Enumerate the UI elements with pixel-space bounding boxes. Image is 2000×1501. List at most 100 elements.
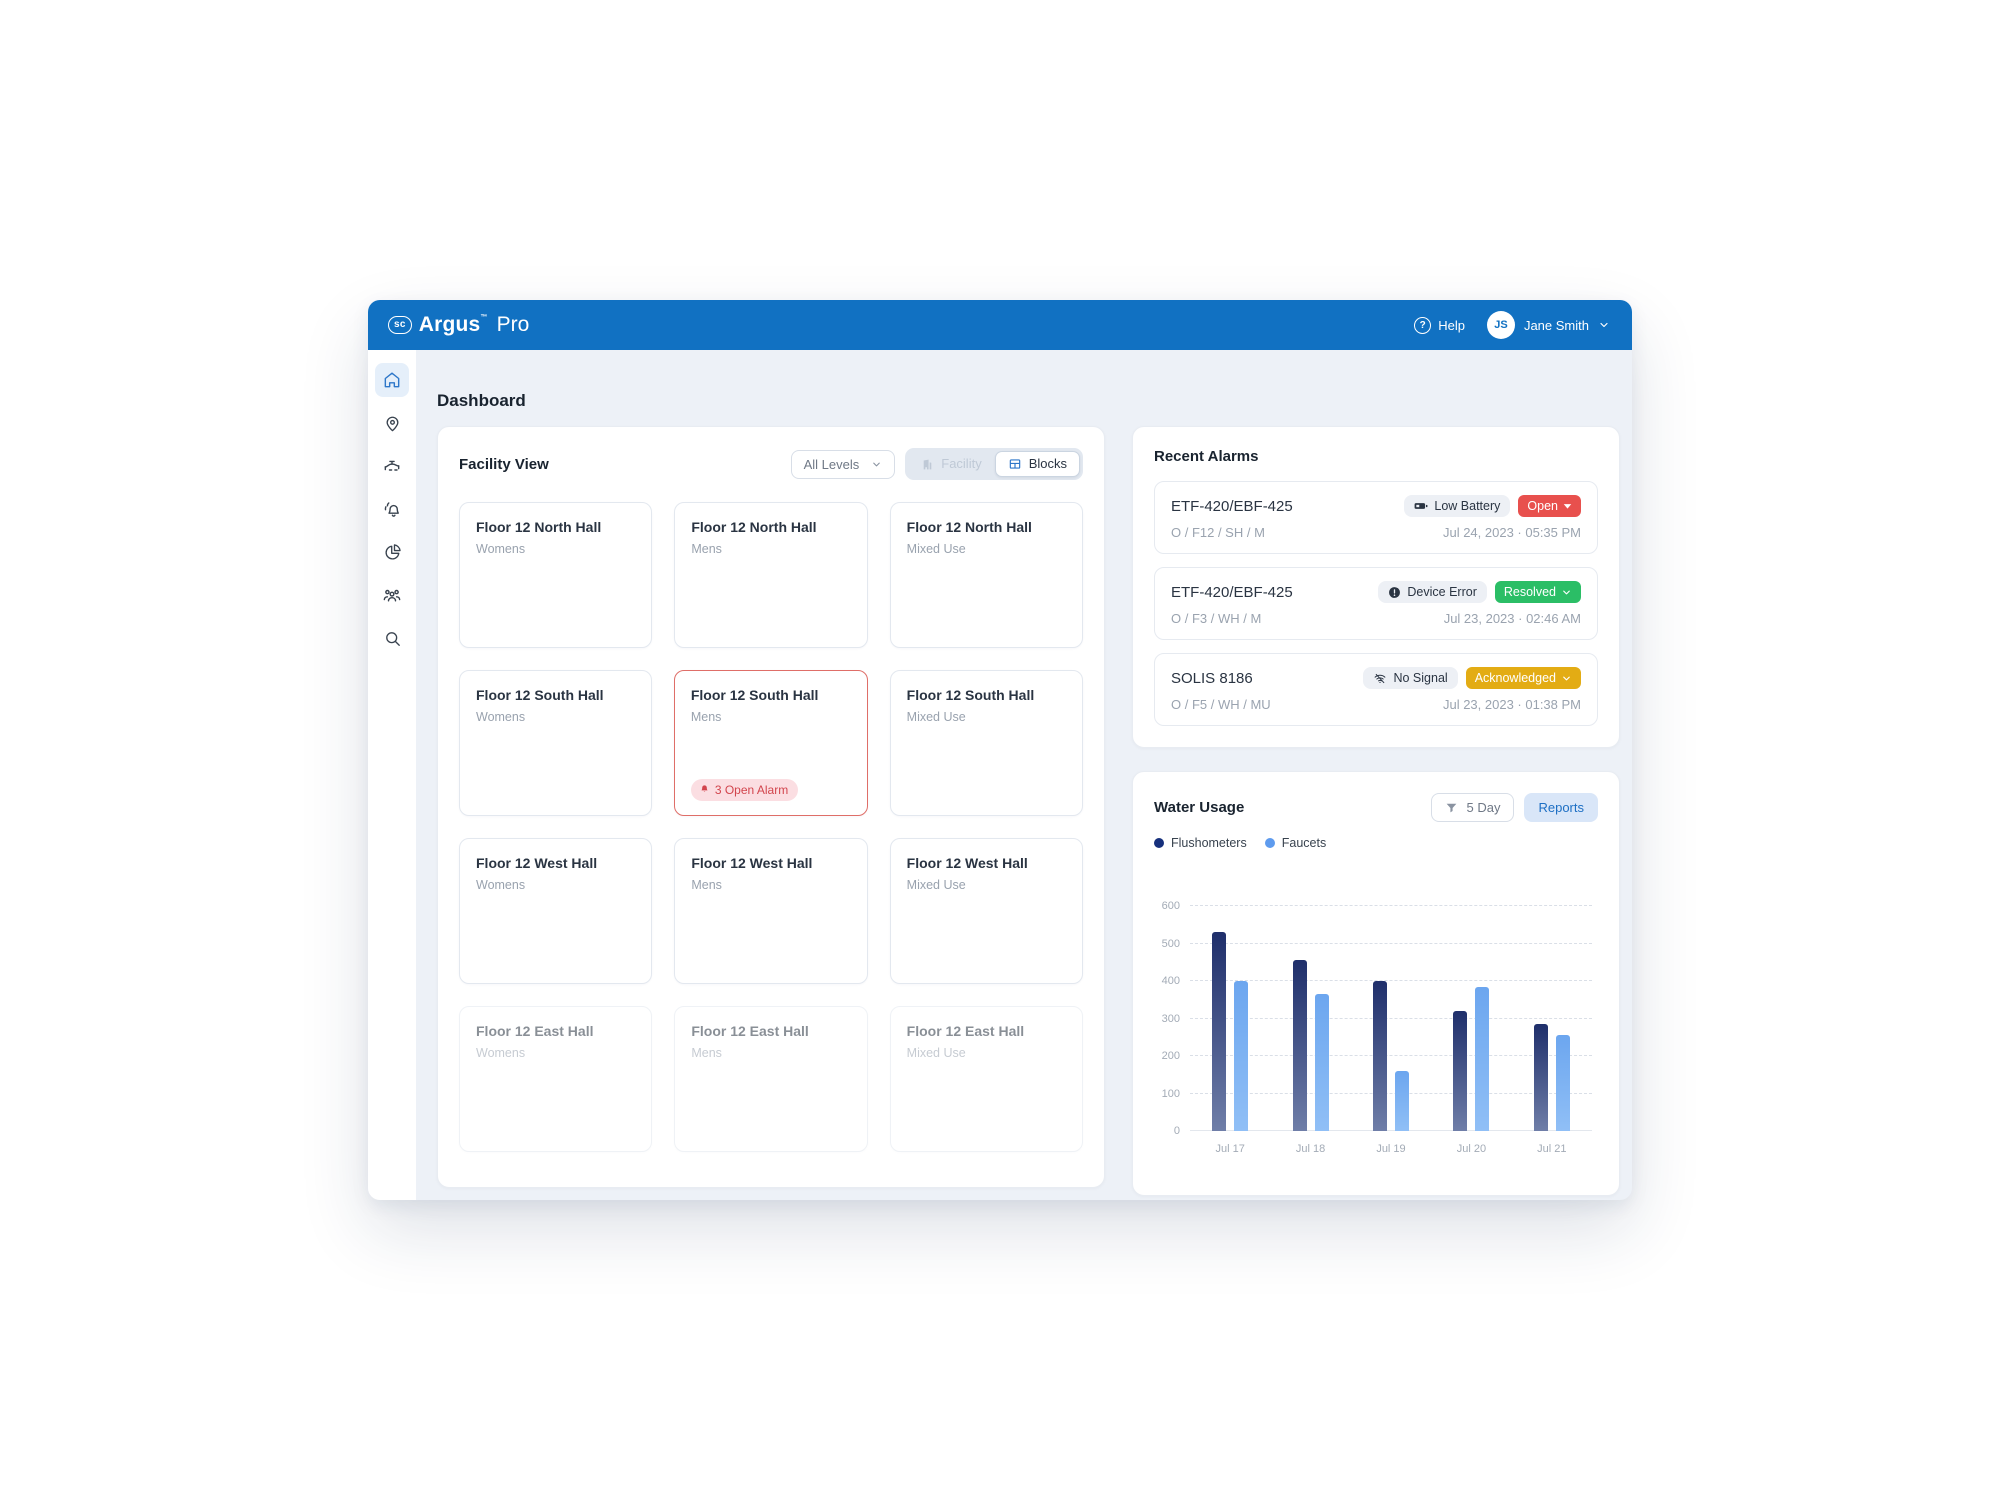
facility-card[interactable]: Floor 12 East Hall Mixed Use	[889, 1006, 1083, 1152]
toggle-blocks[interactable]: Blocks	[994, 451, 1080, 477]
range-filter-label: 5 Day	[1466, 800, 1501, 815]
alarm-list: ETF-420/EBF-425 Low Battery Open O / F12 / …	[1154, 481, 1598, 726]
y-axis-tick: 500	[1161, 937, 1180, 950]
facility-card-title: Floor 12 East Hall	[476, 1023, 594, 1039]
alarm-issue-label: No Signal	[1393, 671, 1448, 685]
facility-card-title: Floor 12 South Hall	[690, 686, 819, 703]
bar-flushometers[interactable]	[1453, 1011, 1468, 1131]
facility-card[interactable]: Floor 12 South Hall Mixed Use	[889, 670, 1083, 816]
facility-card-title: Floor 12 East Hall	[906, 1023, 1025, 1039]
bar-flushometers[interactable]	[1372, 981, 1387, 1131]
bar-faucets[interactable]	[1314, 994, 1329, 1131]
sidebar-item-pie-chart[interactable]	[375, 535, 409, 569]
alarm-issue-label: Low Battery	[1434, 499, 1501, 513]
sidebar	[368, 350, 416, 1200]
app-bar: sc Argus™ Pro ? Help JS Jane Smith	[368, 300, 1632, 350]
open-alarm-badge[interactable]: 3 Open Alarm	[690, 778, 799, 801]
sidebar-item-users[interactable]	[375, 578, 409, 612]
alarm-issue-badge: Device Error	[1378, 581, 1487, 603]
recent-alarms-panel: Recent Alarms ETF-420/EBF-425 Low Battery…	[1132, 426, 1620, 748]
facility-card-title: Floor 12 North Hall	[906, 519, 1032, 535]
gridline	[1190, 1092, 1592, 1094]
chevron-down-icon	[1598, 319, 1610, 331]
sidebar-item-home[interactable]	[375, 363, 409, 397]
facility-card-title: Floor 12 South Hall	[906, 687, 1035, 703]
toggle-facility-label: Facility	[941, 456, 982, 471]
building-icon	[921, 458, 934, 471]
sidebar-item-alarms-bell[interactable]	[375, 492, 409, 526]
alarm-issue-badge: Low Battery	[1404, 495, 1511, 517]
bar-faucets[interactable]	[1475, 986, 1490, 1131]
bar-flushometers[interactable]	[1292, 960, 1307, 1131]
gridline	[1190, 942, 1592, 944]
facility-card[interactable]: Floor 12 North Hall Womens	[459, 502, 653, 648]
map-pin-icon	[383, 414, 402, 433]
sidebar-item-search[interactable]	[375, 621, 409, 655]
alarm-location: O / F5 / WH / MU	[1171, 697, 1271, 712]
facility-card[interactable]: Floor 12 East Hall Mens	[674, 1006, 868, 1152]
faucet-icon	[382, 456, 402, 476]
chart-x-axis: Jul 17 Jul 18 Jul 19 Jul 20 Jul 21	[1190, 1143, 1592, 1155]
alarm-status-label: Open	[1527, 499, 1558, 513]
chevron-down-icon	[871, 459, 882, 470]
facility-card[interactable]: Floor 12 South Hall Womens	[459, 670, 653, 816]
y-axis-tick: 200	[1161, 1050, 1180, 1063]
alarm-list-item[interactable]: ETF-420/EBF-425 Low Battery Open O / F12 / …	[1154, 481, 1598, 554]
facility-card[interactable]: Floor 12 North Hall Mixed Use	[889, 502, 1083, 648]
legend-dot	[1154, 838, 1164, 848]
alarm-status-dropdown[interactable]: Open	[1518, 495, 1581, 517]
alarm-device-name: SOLIS 8186	[1171, 669, 1253, 687]
alarm-status-label: Resolved	[1503, 585, 1556, 599]
alarm-status-label: Acknowledged	[1474, 671, 1556, 685]
legend-dot	[1264, 838, 1275, 848]
facility-card[interactable]: Floor 12 West Hall Mixed Use	[889, 838, 1083, 984]
toggle-blocks-label: Blocks	[1028, 456, 1067, 471]
bar-flushometers[interactable]	[1533, 1024, 1548, 1131]
water-usage-title: Water Usage	[1154, 799, 1245, 816]
bar-group	[1190, 906, 1270, 1131]
bar-faucets[interactable]	[1394, 1071, 1409, 1131]
sidebar-item-map-pin[interactable]	[375, 406, 409, 440]
bar-faucets[interactable]	[1555, 1035, 1570, 1131]
alarm-status-dropdown[interactable]: Resolved	[1494, 581, 1581, 603]
facility-card[interactable]: Floor 12 West Hall Womens	[459, 838, 653, 984]
alarm-device-name: ETF-420/EBF-425	[1171, 497, 1293, 515]
facility-card-subtitle: Mens	[691, 542, 722, 556]
view-mode-toggle: Facility Blocks	[905, 448, 1083, 480]
facility-card-title: Floor 12 West Hall	[691, 855, 813, 871]
level-filter-select[interactable]: All Levels	[790, 449, 896, 479]
alarm-issue-label: Device Error	[1407, 585, 1477, 599]
facility-card-title: Floor 12 West Hall	[476, 855, 598, 871]
facility-card[interactable]: Floor 12 North Hall Mens	[674, 502, 868, 648]
help-button[interactable]: ? Help	[1414, 316, 1465, 334]
facility-card[interactable]: Floor 12 South Hall Mens 3 Open Alarm	[674, 670, 868, 816]
bar-faucets[interactable]	[1234, 981, 1249, 1131]
brand-name: Argus™	[418, 313, 488, 336]
alarm-timestamp: Jul 23, 2023 · 01:38 PM	[1442, 697, 1581, 712]
bar-group	[1351, 906, 1431, 1131]
facility-card-title: Floor 12 South Hall	[476, 687, 604, 703]
facility-card-subtitle: Womens	[476, 878, 526, 892]
toggle-facility[interactable]: Facility	[908, 451, 994, 477]
legend-item-flushometers[interactable]: Flushometers	[1154, 836, 1247, 850]
alarm-list-item[interactable]: SOLIS 8186 No Signal Acknowledged O / F5 / …	[1154, 653, 1598, 726]
range-filter-button[interactable]: 5 Day	[1430, 793, 1515, 822]
gridline	[1190, 980, 1592, 982]
brand-suffix: Pro	[496, 313, 530, 336]
facility-card[interactable]: Floor 12 West Hall Mens	[674, 838, 868, 984]
sidebar-item-faucet[interactable]	[375, 449, 409, 483]
user-menu[interactable]: JS Jane Smith	[1486, 311, 1610, 339]
user-name: Jane Smith	[1523, 317, 1589, 333]
bar-flushometers[interactable]	[1212, 932, 1227, 1131]
help-label: Help	[1438, 317, 1465, 333]
y-axis-tick: 600	[1161, 900, 1180, 912]
gridline	[1190, 1130, 1592, 1131]
reports-button[interactable]: Reports	[1524, 793, 1598, 822]
facility-card-subtitle: Mens	[691, 1046, 722, 1060]
alarm-status-dropdown[interactable]: Acknowledged	[1465, 667, 1581, 689]
facility-card[interactable]: Floor 12 East Hall Womens	[459, 1006, 653, 1152]
legend-item-faucets[interactable]: Faucets	[1264, 836, 1326, 850]
battery-icon	[1414, 500, 1428, 512]
legend-label: Flushometers	[1171, 836, 1247, 850]
alarm-list-item[interactable]: ETF-420/EBF-425 Device Error Resolved O / F…	[1154, 567, 1598, 640]
